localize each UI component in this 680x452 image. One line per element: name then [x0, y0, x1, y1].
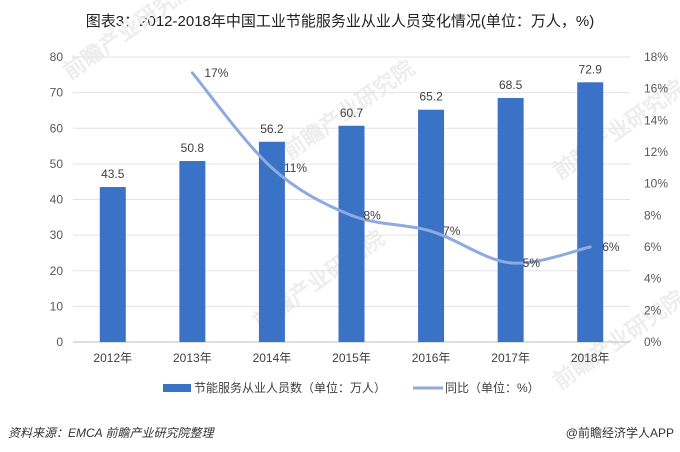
x-tick-label: 2018年 — [571, 351, 610, 365]
legend-bar-swatch — [163, 384, 191, 392]
y-right-tick-label: 8% — [644, 208, 662, 222]
y-right-tick-label: 2% — [644, 303, 662, 317]
y-left-tick-label: 50 — [50, 157, 64, 171]
bar — [497, 97, 524, 342]
line-data-label: 11% — [284, 161, 307, 175]
line-point — [429, 229, 433, 233]
line-data-label: 7% — [443, 224, 461, 238]
bar — [418, 109, 445, 342]
x-tick-label: 2012年 — [93, 351, 132, 365]
legend-line-label: 同比（单位：%） — [445, 380, 540, 395]
y-left-tick-label: 20 — [50, 264, 64, 278]
y-left-tick-label: 30 — [50, 228, 64, 242]
y-right-tick-label: 16% — [644, 82, 668, 96]
y-right-tick-label: 10% — [644, 177, 668, 191]
line-data-label: 8% — [364, 208, 382, 222]
line-data-label: 6% — [602, 240, 620, 254]
bar-data-label: 43.5 — [101, 167, 125, 181]
y-right-tick-label: 12% — [644, 145, 668, 159]
x-tick-label: 2017年 — [491, 351, 530, 365]
bar — [577, 82, 604, 342]
bar — [99, 187, 126, 342]
bar-data-label: 50.8 — [181, 141, 205, 155]
bar — [338, 125, 365, 342]
x-tick-label: 2013年 — [173, 351, 212, 365]
y-left-tick-label: 80 — [50, 50, 64, 64]
y-right-tick-label: 14% — [644, 113, 668, 127]
y-right-tick-label: 4% — [644, 272, 662, 286]
line-point — [350, 213, 353, 217]
line-point — [509, 261, 513, 265]
source-note: 资料来源：EMCA 前瞻产业研究院整理 — [8, 426, 214, 440]
bar — [179, 161, 206, 342]
line-series — [191, 71, 591, 265]
line-data-label: 17% — [204, 66, 228, 80]
bar-data-label: 68.5 — [499, 78, 523, 92]
x-tick-label: 2014年 — [253, 351, 292, 365]
bar — [258, 141, 285, 342]
bar-data-label: 72.9 — [579, 62, 603, 76]
y-left-tick-label: 40 — [50, 193, 64, 207]
line-data-label: 5% — [523, 256, 541, 270]
bar-data-label: 65.2 — [419, 90, 443, 104]
x-tick-label: 2015年 — [332, 351, 371, 365]
y-left-tick-label: 0 — [56, 335, 63, 349]
line-point — [190, 71, 194, 75]
y-right-tick-label: 0% — [644, 335, 662, 349]
y-left-tick-label: 70 — [50, 86, 64, 100]
chart-title: 图表3：2012-2018年中国工业节能服务业从业人员变化情况(单位：万人，%) — [85, 13, 595, 30]
line-point — [588, 245, 592, 249]
credit-note: @前瞻经济学人APP — [565, 426, 674, 440]
y-right-tick-label: 6% — [644, 240, 662, 254]
y-left-tick-label: 10 — [50, 299, 64, 313]
watermark-text: 前瞻产业研究院 — [59, 0, 200, 84]
x-tick-label: 2016年 — [412, 351, 451, 365]
line-point — [270, 166, 274, 170]
bar-data-label: 60.7 — [340, 106, 364, 120]
y-left-tick-label: 60 — [50, 121, 64, 135]
bar-data-label: 56.2 — [260, 122, 284, 136]
legend-bar-label: 节能服务从业人员数（单位：万人） — [194, 380, 386, 395]
y-right-tick-label: 18% — [644, 50, 668, 64]
